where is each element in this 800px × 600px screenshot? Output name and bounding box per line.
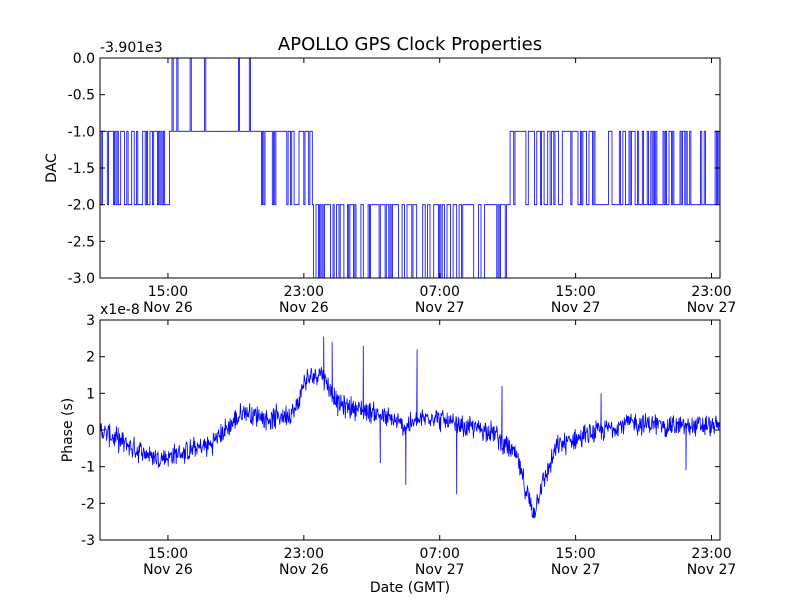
x-tick-time: 07:00 (420, 284, 460, 300)
y-tick-label: 3 (86, 313, 95, 329)
x-tick-time: 23:00 (284, 284, 324, 300)
y-tick-label: -3 (81, 533, 95, 549)
y-tick-label: -2 (81, 496, 95, 512)
y-tick-label: -2.5 (68, 234, 95, 250)
x-tick-day: Nov 27 (687, 562, 737, 578)
dac-y-axis-label: DAC (44, 153, 60, 183)
x-tick-time: 23:00 (691, 284, 731, 300)
x-tick-time: 15:00 (555, 546, 595, 562)
y-tick-label: 2 (86, 350, 95, 366)
y-tick-label: -2.0 (68, 198, 95, 214)
x-tick-day: Nov 27 (551, 300, 601, 316)
y-tick-label: -1.5 (68, 161, 95, 177)
x-tick-time: 07:00 (420, 546, 460, 562)
x-tick-day: Nov 26 (143, 562, 193, 578)
y-tick-label: 1 (86, 386, 95, 402)
x-tick-day: Nov 27 (415, 562, 465, 578)
x-tick-time: 23:00 (691, 546, 731, 562)
x-axis-label: Date (GMT) (370, 580, 450, 596)
x-tick-time: 23:00 (284, 546, 324, 562)
chart-title: APOLLO GPS Clock Properties (278, 34, 542, 55)
phase-y-axis-label: Phase (s) (60, 398, 76, 462)
dac-y-ticks: 0.0 -0.5 -1.0 -1.5 -2.0 -2.5 -3.0 (68, 51, 720, 287)
phase-offset-text: x1e-8 (100, 302, 140, 318)
y-tick-label: 0.0 (73, 51, 95, 67)
x-tick-day: Nov 27 (551, 562, 601, 578)
x-tick-time: 15:00 (148, 284, 188, 300)
y-tick-label: -3.0 (68, 271, 95, 287)
x-tick-day: Nov 27 (687, 300, 737, 316)
phase-y-ticks: 3 2 1 0 -1 -2 -3 (81, 313, 720, 549)
x-tick-time: 15:00 (148, 546, 188, 562)
x-tick-day: Nov 26 (279, 562, 329, 578)
y-tick-label: -1 (81, 460, 95, 476)
x-tick-day: Nov 27 (415, 300, 465, 316)
dac-series-line (100, 58, 720, 278)
y-tick-label: 0 (86, 423, 95, 439)
x-tick-day: Nov 26 (279, 300, 329, 316)
dac-offset-text: -3.901e3 (100, 40, 163, 56)
phase-series-line (100, 336, 720, 519)
x-tick-time: 15:00 (555, 284, 595, 300)
y-tick-label: -0.5 (68, 88, 95, 104)
y-tick-label: -1.0 (68, 124, 95, 140)
x-tick-day: Nov 26 (143, 300, 193, 316)
